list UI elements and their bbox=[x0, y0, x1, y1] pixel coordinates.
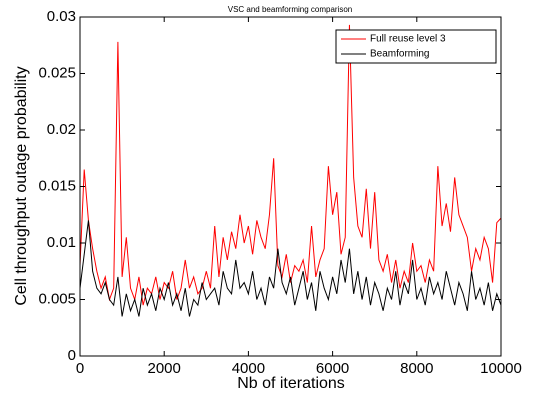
x-tick-label: 2000 bbox=[148, 360, 181, 377]
x-tick-label: 10000 bbox=[480, 360, 522, 377]
legend-box bbox=[335, 29, 497, 64]
series-line bbox=[79, 220, 502, 317]
x-tick-label: 8000 bbox=[400, 360, 433, 377]
y-tick-label: 0.025 bbox=[38, 64, 76, 81]
x-axis-label: Nb of iterations bbox=[237, 375, 345, 392]
x-tick-label: 6000 bbox=[316, 360, 349, 377]
x-tick-label: 4000 bbox=[232, 360, 265, 377]
y-tick-label: 0.01 bbox=[47, 234, 76, 251]
y-tick-label: 0.015 bbox=[38, 177, 76, 194]
y-tick-label: 0.02 bbox=[47, 121, 76, 138]
y-axis-label: Cell throughput outage probability bbox=[13, 66, 30, 305]
y-tick-label: 0.03 bbox=[47, 8, 76, 25]
x-tick-label: 0 bbox=[76, 360, 84, 377]
legend-label: Beamforming bbox=[370, 49, 429, 60]
y-tick-label: 0.005 bbox=[38, 290, 76, 307]
legend: Full reuse level 3 Beamforming bbox=[335, 29, 497, 64]
y-tick-label: 0 bbox=[68, 347, 76, 364]
chart-title: VSC and beamforming comparison bbox=[228, 5, 353, 14]
legend-label: Full reuse level 3 bbox=[370, 34, 446, 45]
series-line bbox=[79, 24, 502, 306]
